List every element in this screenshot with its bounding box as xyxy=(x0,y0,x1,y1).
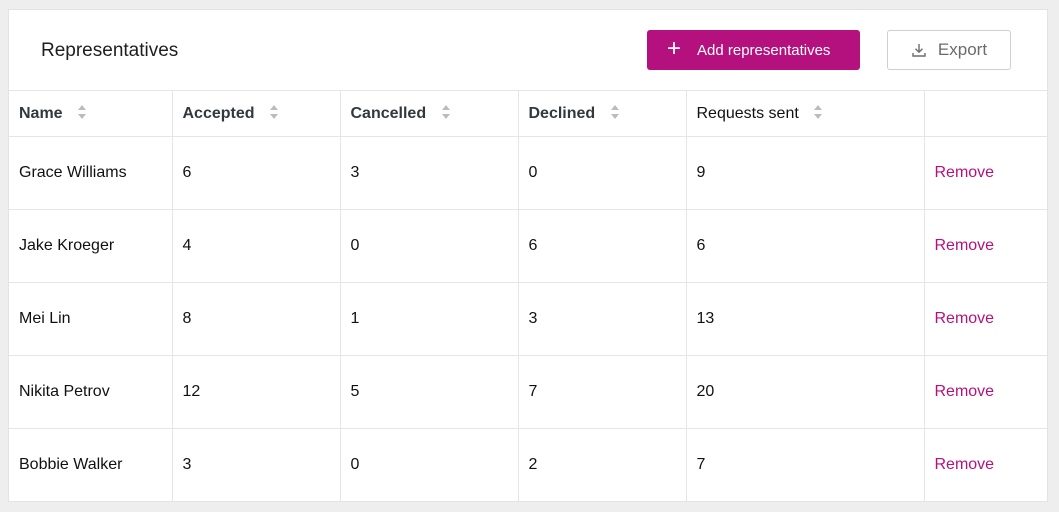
cell-action: Remove xyxy=(923,428,1047,502)
add-representatives-label: Add representatives xyxy=(697,41,831,59)
remove-link[interactable]: Remove xyxy=(934,310,995,327)
cell-name: Jake Kroeger xyxy=(9,209,173,283)
export-label: Export xyxy=(937,40,988,59)
cell-name: Mei Lin xyxy=(9,282,173,356)
cell-requests-sent: 20 xyxy=(685,355,925,429)
table-row: Grace Williams 6 3 0 9 Remove xyxy=(9,136,1047,210)
remove-link[interactable]: Remove xyxy=(934,237,995,254)
cell-name: Bobbie Walker xyxy=(9,428,173,502)
sort-icon[interactable] xyxy=(269,104,279,120)
cell-accepted: 3 xyxy=(171,428,341,502)
plus-icon: + xyxy=(667,35,682,62)
column-header-label: Accepted xyxy=(182,104,255,122)
cell-name: Grace Williams xyxy=(9,136,173,210)
column-header-label: Name xyxy=(19,104,63,122)
cell-action: Remove xyxy=(923,355,1047,429)
cell-requests-sent: 13 xyxy=(685,282,925,356)
column-header-requests-sent[interactable]: Requests sent xyxy=(685,90,925,137)
column-header-name[interactable]: Name xyxy=(9,90,173,137)
cell-action: Remove xyxy=(923,136,1047,210)
sort-icon[interactable] xyxy=(77,104,87,120)
download-icon xyxy=(912,44,926,57)
cell-cancelled: 0 xyxy=(339,209,519,283)
cell-accepted: 8 xyxy=(171,282,341,356)
sort-icon[interactable] xyxy=(441,104,451,120)
cell-action: Remove xyxy=(923,282,1047,356)
table-row: Jake Kroeger 4 0 6 6 Remove xyxy=(9,209,1047,283)
cell-requests-sent: 7 xyxy=(685,428,925,502)
cell-name: Nikita Petrov xyxy=(9,355,173,429)
column-header-declined[interactable]: Declined xyxy=(517,90,687,137)
column-header-label: Requests sent xyxy=(696,104,799,122)
cell-cancelled: 0 xyxy=(339,428,519,502)
representatives-table: Name Accepted Cancelled Declined Request… xyxy=(9,90,1047,502)
cell-declined: 3 xyxy=(517,282,687,356)
cell-accepted: 4 xyxy=(171,209,341,283)
column-header-label: Cancelled xyxy=(350,104,427,122)
cell-cancelled: 5 xyxy=(339,355,519,429)
remove-link[interactable]: Remove xyxy=(934,456,995,474)
table-row: Nikita Petrov 12 5 7 20 Remove xyxy=(9,355,1047,429)
cell-requests-sent: 9 xyxy=(685,136,925,210)
cell-accepted: 12 xyxy=(171,355,341,429)
cell-declined: 6 xyxy=(517,209,687,283)
cell-requests-sent: 6 xyxy=(685,209,925,283)
sort-icon[interactable] xyxy=(813,104,823,120)
cell-cancelled: 3 xyxy=(339,136,519,210)
cell-cancelled: 1 xyxy=(339,282,519,356)
remove-link[interactable]: Remove xyxy=(934,383,995,400)
table-header-row: Name Accepted Cancelled Declined Request… xyxy=(9,90,1047,137)
cell-declined: 0 xyxy=(517,136,687,210)
cell-declined: 7 xyxy=(517,355,687,429)
cell-accepted: 6 xyxy=(171,136,341,210)
column-header-actions xyxy=(923,90,1047,137)
add-representatives-button[interactable]: + Add representatives xyxy=(647,30,860,70)
page-title: Representatives xyxy=(41,40,179,61)
sort-icon[interactable] xyxy=(610,104,620,120)
column-header-label: Declined xyxy=(528,104,596,122)
cell-action: Remove xyxy=(923,209,1047,283)
column-header-cancelled[interactable]: Cancelled xyxy=(339,90,519,137)
card-header: Representatives + Add representatives Ex… xyxy=(9,10,1047,90)
table-row: Mei Lin 8 1 3 13 Remove xyxy=(9,282,1047,356)
representatives-card: Representatives + Add representatives Ex… xyxy=(8,9,1048,502)
remove-link[interactable]: Remove xyxy=(934,164,995,181)
cell-declined: 2 xyxy=(517,428,687,502)
table-row: Bobbie Walker 3 0 2 7 Remove xyxy=(9,428,1047,502)
column-header-accepted[interactable]: Accepted xyxy=(171,90,341,137)
export-button[interactable]: Export xyxy=(887,30,1011,70)
